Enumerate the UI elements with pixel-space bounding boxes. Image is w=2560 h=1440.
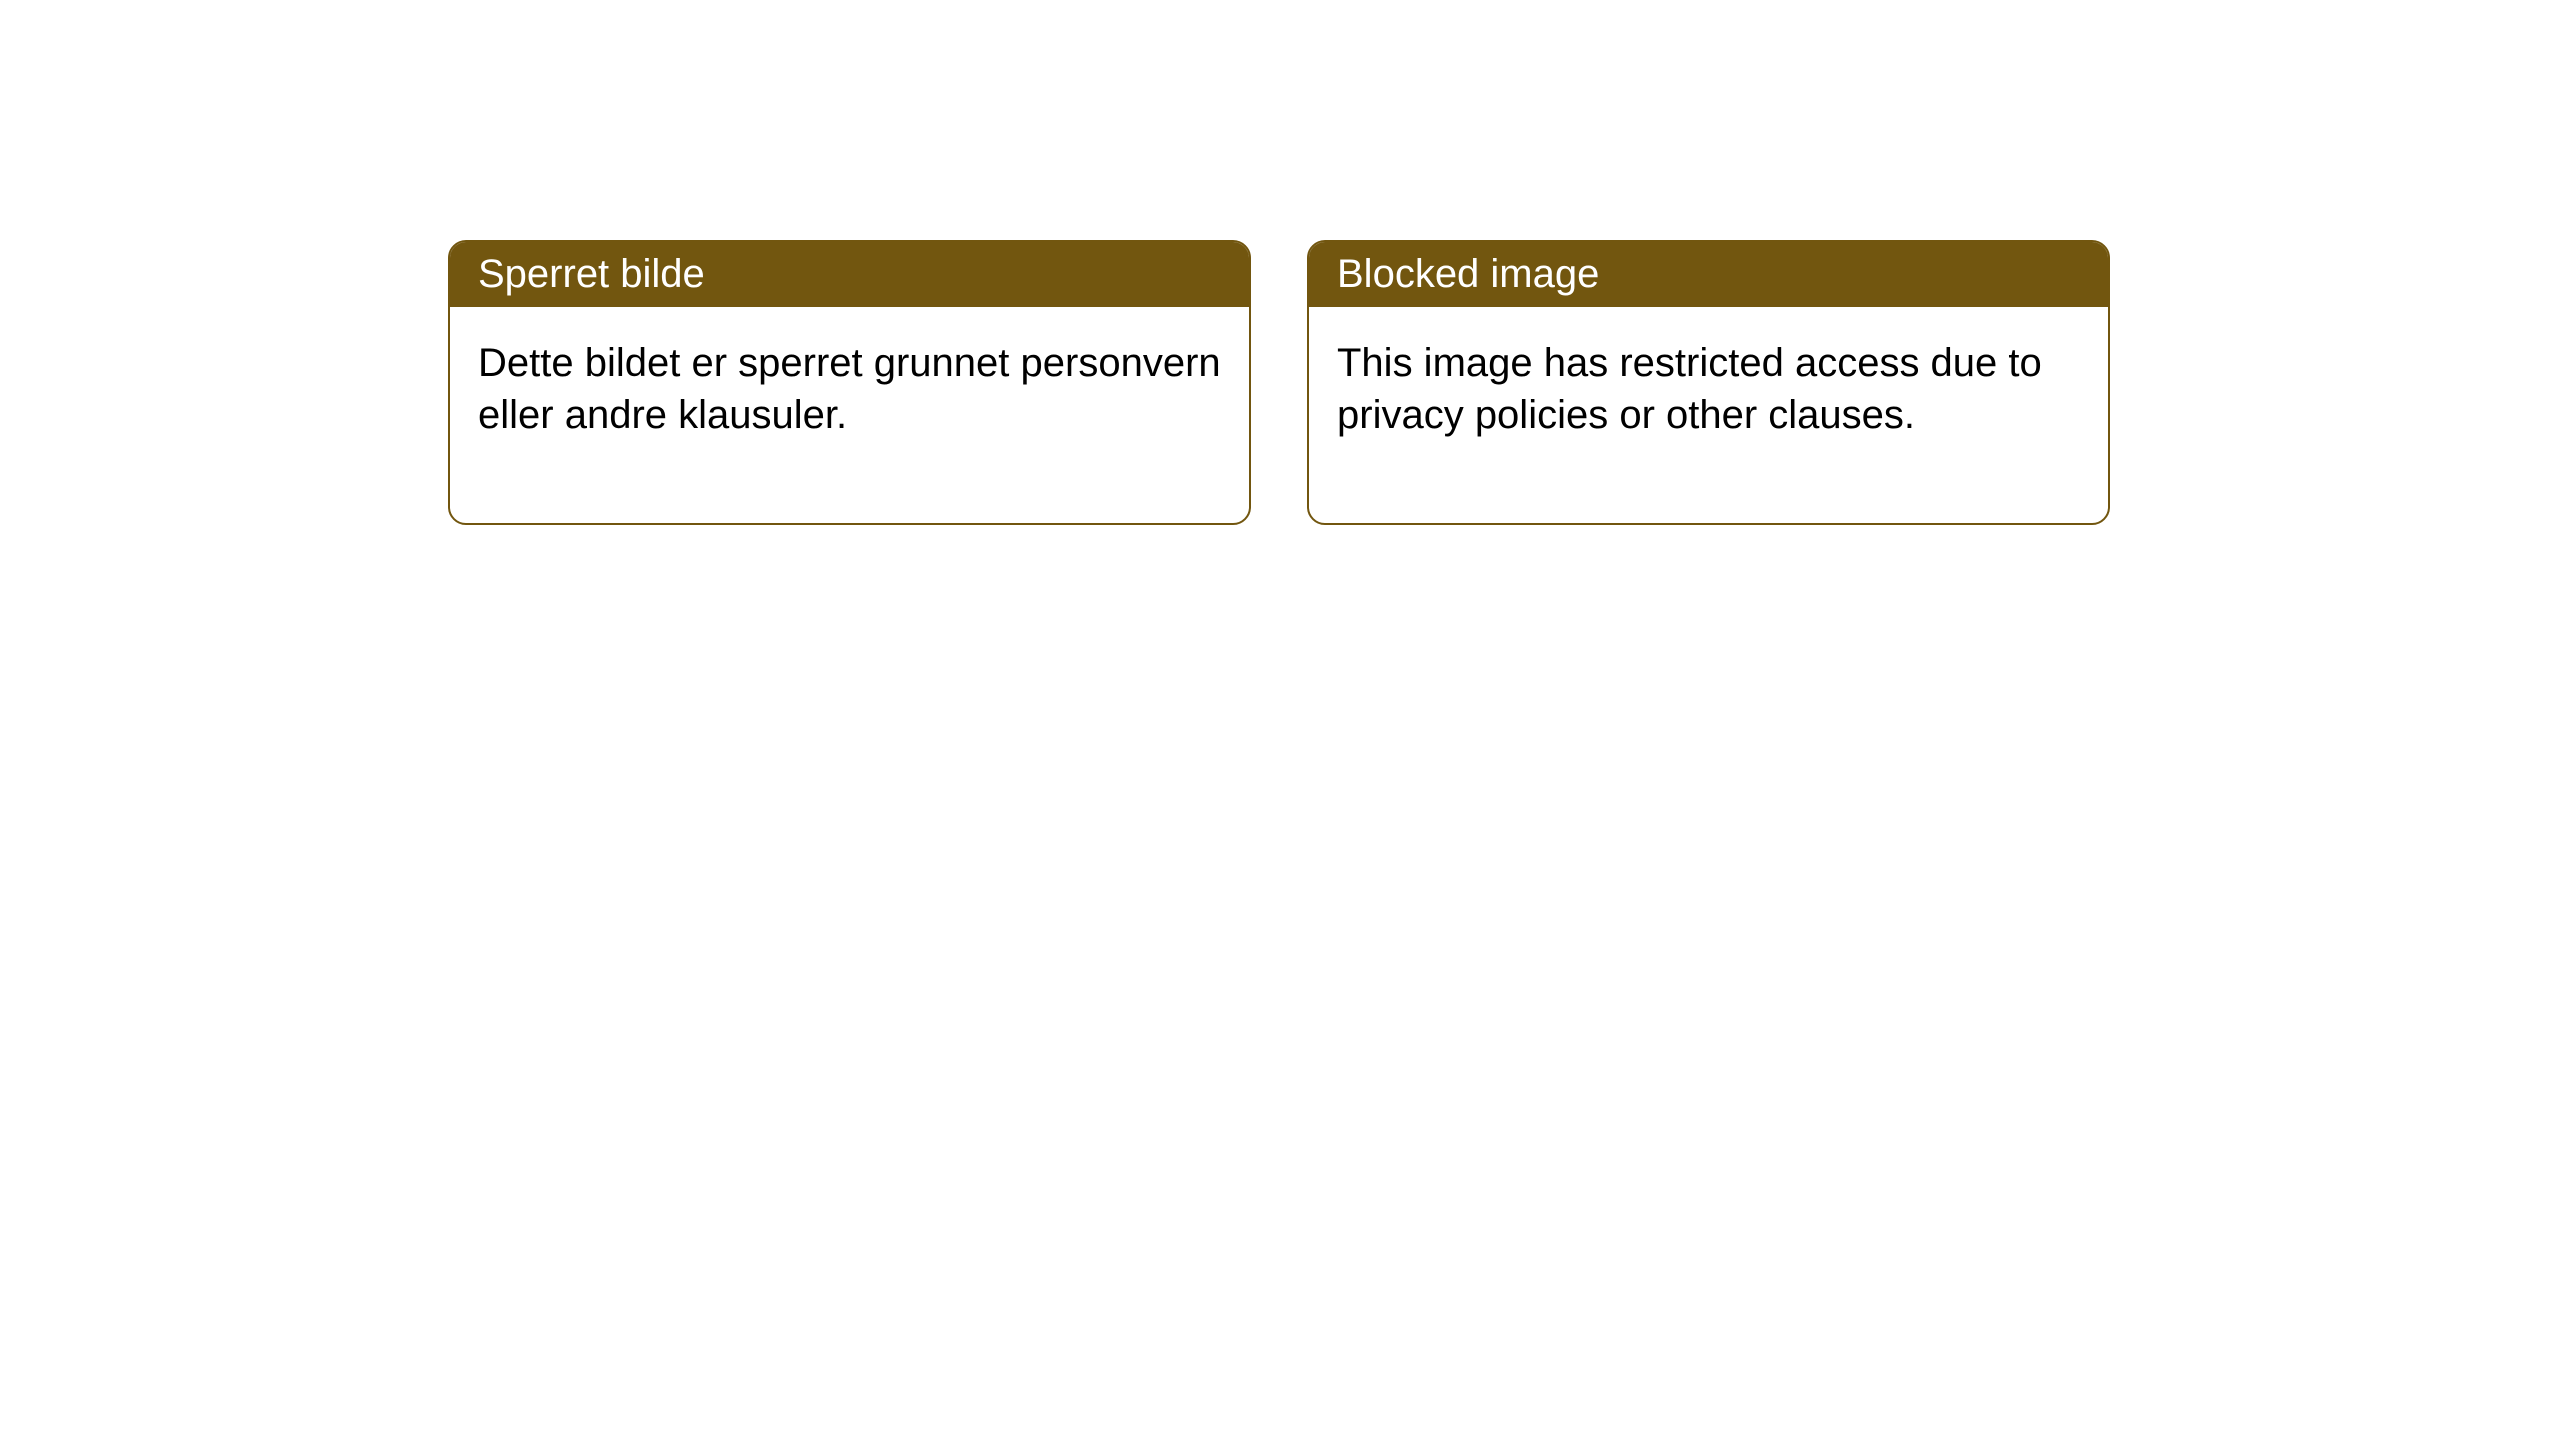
notice-title: Sperret bilde — [478, 252, 705, 296]
notice-body-text: Dette bildet er sperret grunnet personve… — [478, 341, 1221, 437]
notice-header: Blocked image — [1309, 242, 2108, 307]
notice-header: Sperret bilde — [450, 242, 1249, 307]
notice-card-english: Blocked image This image has restricted … — [1307, 240, 2110, 525]
notice-container: Sperret bilde Dette bildet er sperret gr… — [448, 240, 2110, 525]
notice-body-text: This image has restricted access due to … — [1337, 341, 2042, 437]
notice-body: Dette bildet er sperret grunnet personve… — [450, 307, 1249, 523]
notice-body: This image has restricted access due to … — [1309, 307, 2108, 523]
notice-title: Blocked image — [1337, 252, 1599, 296]
notice-card-norwegian: Sperret bilde Dette bildet er sperret gr… — [448, 240, 1251, 525]
